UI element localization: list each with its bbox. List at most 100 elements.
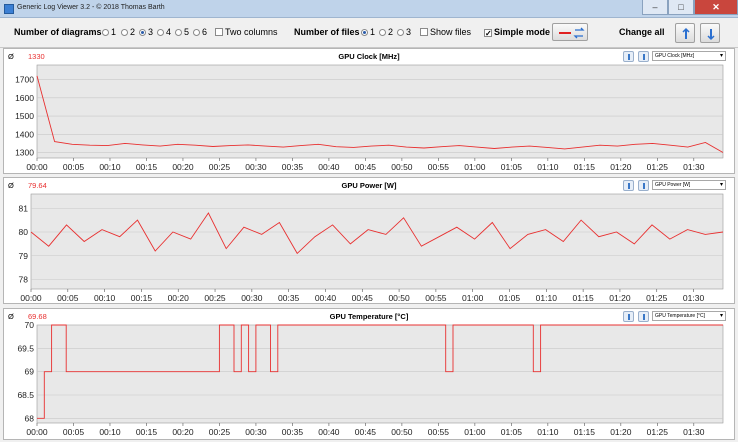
y-tick-label: 80 [19,227,29,237]
chart-title: GPU Power [W] [341,181,397,190]
chart-panel-gpu-power: Ø 79.64 GPU Power [W] GPU Power [W] 81 80… [3,177,735,304]
diagram-radio-5[interactable]: 5 [175,27,189,37]
download-icon [643,54,645,60]
x-tick-label: 00:40 [318,162,340,172]
y-tick-label: 81 [19,203,29,213]
diagrams-label: Number of diagrams [14,27,102,37]
download-button[interactable] [638,180,649,191]
x-tick-label: 01:15 [572,293,594,303]
x-tick-label: 00:40 [318,427,340,437]
diagram-radio-3[interactable]: 3 [139,27,153,37]
y-tick-label: 1600 [15,93,34,103]
x-tick-label: 00:25 [204,293,226,303]
y-tick-label: 68.5 [17,390,34,400]
info-icon [628,54,630,60]
checkbox-icon [420,28,428,36]
x-tick-label: 00:20 [172,427,194,437]
download-button[interactable] [638,311,649,322]
x-tick-label: 00:00 [26,162,48,172]
diagram-radio-1[interactable]: 1 [102,27,116,37]
x-tick-label: 00:25 [209,162,231,172]
line-swap-icon [559,27,585,39]
y-tick-label: 1500 [15,111,34,121]
x-tick-label: 00:15 [131,293,153,303]
x-tick-label: 00:30 [245,427,267,437]
info-button[interactable] [623,51,634,62]
x-tick-label: 01:25 [647,427,669,437]
maximize-button[interactable]: □ [668,0,694,15]
x-tick-label: 00:20 [172,162,194,172]
window-title: Generic Log Viewer 3.2 - © 2018 Thomas B… [17,4,165,11]
y-tick-label: 1700 [15,75,34,85]
x-tick-label: 01:10 [537,162,559,172]
average-symbol: Ø [8,181,14,190]
file-radio-2[interactable]: 2 [379,27,393,37]
x-tick-label: 01:00 [464,162,486,172]
diagram-radio-2[interactable]: 2 [121,27,135,37]
x-tick-label: 00:10 [99,162,121,172]
chart-panel-gpu-clock: Ø 1330 GPU Clock [MHz] GPU Clock [MHz] 1… [3,48,735,174]
chart-svg: 81 80 79 78 00:00 00:05 00:10 00:15 00:20 00:25 00… [19,193,724,303]
checkbox-icon [215,28,223,36]
x-tick-label: 00:10 [99,427,121,437]
x-tick-label: 00:35 [282,427,304,437]
diagram-radio-6[interactable]: 6 [193,27,207,37]
diagram-radio-4[interactable]: 4 [157,27,171,37]
info-button[interactable] [623,180,634,191]
two-columns-checkbox[interactable]: Two columns [215,27,278,37]
line-style-button[interactable] [552,23,588,41]
y-tick-label: 68 [25,413,35,423]
radio-icon [121,29,128,36]
info-button[interactable] [623,311,634,322]
plot-area [30,193,724,290]
x-tick-label: 00:35 [278,293,300,303]
radio-icon [175,29,182,36]
x-tick-label: 01:30 [683,427,705,437]
radio-icon [102,29,109,36]
x-tick-label: 01:00 [462,293,484,303]
download-button[interactable] [638,51,649,62]
x-tick-label: 00:30 [241,293,263,303]
show-files-checkbox[interactable]: Show files [420,27,471,37]
download-all-button[interactable] [700,23,720,43]
x-tick-label: 00:20 [168,293,190,303]
x-tick-label: 00:55 [428,427,450,437]
radio-icon [379,29,386,36]
average-symbol: Ø [8,312,14,321]
info-icon [682,27,690,39]
x-tick-label: 00:05 [63,427,85,437]
x-tick-label: 00:35 [282,162,304,172]
file-radio-1[interactable]: 1 [361,27,375,37]
simple-mode-checkbox[interactable]: ✓ Simple mode [484,27,551,38]
series-selector[interactable]: GPU Clock [MHz] [652,51,726,61]
radio-icon [397,29,404,36]
x-tick-label: 01:20 [610,162,632,172]
x-tick-label: 00:45 [355,427,377,437]
x-tick-label: 01:10 [537,427,559,437]
x-tick-label: 00:55 [428,162,450,172]
x-tick-label: 00:15 [136,162,158,172]
x-tick-label: 00:50 [388,293,410,303]
info-icon [628,183,630,189]
chart-title: GPU Clock [MHz] [338,52,400,61]
x-tick-label: 00:50 [391,162,413,172]
average-value: 79.64 [28,181,47,190]
series-selector[interactable]: GPU Temperature [°C] [652,311,726,321]
minimize-button[interactable]: – [642,0,668,15]
x-tick-label: 01:30 [683,162,705,172]
change-all-label: Change all [619,27,665,37]
series-selector[interactable]: GPU Power [W] [652,180,726,190]
download-icon [643,314,645,320]
x-tick-label: 00:00 [20,293,42,303]
info-all-button[interactable] [675,23,695,43]
y-tick-label: 79 [19,251,29,261]
x-tick-label: 01:20 [609,293,631,303]
close-button[interactable]: ✕ [694,0,738,15]
x-tick-label: 00:40 [315,293,337,303]
chart-svg: 1700 1600 1500 1400 1300 00:00 00:05 00:10 00:15… [15,64,724,172]
series-line [37,324,723,419]
x-tick-label: 01:15 [574,162,596,172]
average-value: 69.68 [28,312,47,321]
download-icon [707,29,715,41]
file-radio-3[interactable]: 3 [397,27,411,37]
